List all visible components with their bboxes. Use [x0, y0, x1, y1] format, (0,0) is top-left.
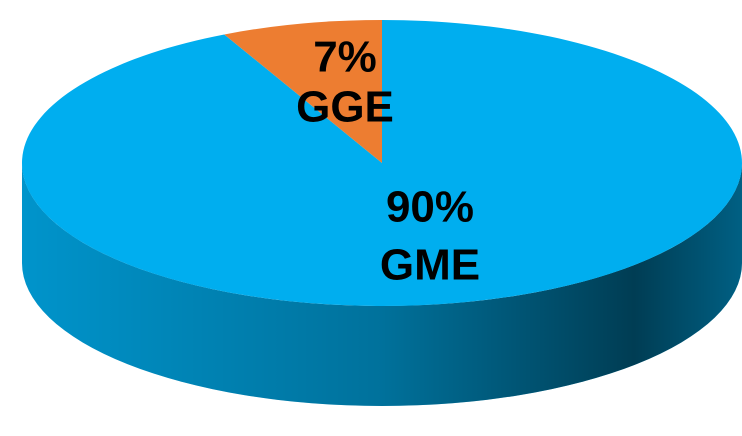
- slice-side-shade: [22, 163, 742, 406]
- category-label: GGE: [296, 83, 394, 132]
- slice: [224, 20, 382, 163]
- slice: [21, 20, 742, 306]
- value-label: 7%: [313, 33, 377, 82]
- value-label: 90%: [386, 183, 474, 232]
- category-label: GME: [380, 241, 480, 290]
